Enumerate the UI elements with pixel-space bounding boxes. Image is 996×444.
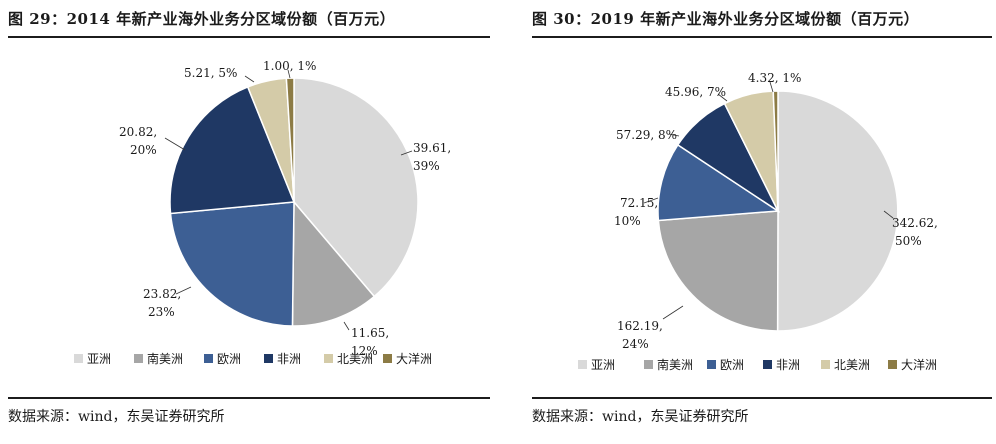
legend-label: 非洲 bbox=[776, 358, 800, 372]
legend-label: 大洋洲 bbox=[901, 357, 937, 372]
legend-swatch bbox=[763, 360, 772, 369]
data-label-percent: 39% bbox=[413, 159, 440, 173]
data-label: 4.32, 1% bbox=[748, 71, 801, 85]
legend-label: 北美洲 bbox=[834, 358, 870, 372]
source-rule bbox=[8, 397, 490, 399]
pie-slice-1 bbox=[776, 90, 899, 332]
chart-title: 图 30：2019 年新产业海外业务分区域份额（百万元） bbox=[532, 10, 920, 28]
leader-line bbox=[883, 210, 894, 219]
leader-line bbox=[769, 81, 774, 93]
source-note: 数据来源：wind，东吴证券研究所 bbox=[532, 409, 749, 425]
legend-swatch bbox=[578, 360, 587, 369]
leader-line bbox=[400, 150, 413, 156]
legend-swatch bbox=[821, 360, 830, 369]
leader-line bbox=[343, 321, 350, 331]
pie-chart-2014: 39.61, 39% 11.65, 12% 23.82, 23% 20.82, 20% 5.21… bbox=[74, 59, 451, 366]
data-label: 5.21, 5% bbox=[184, 66, 237, 80]
chart-panel-2014: 图 29：2014 年新产业海外业务分区域份额（百万元） 39.61, 39% 11… bbox=[8, 0, 490, 444]
data-label-percent: 23% bbox=[148, 305, 175, 319]
title-rule bbox=[8, 36, 490, 38]
pie-slice-6 bbox=[772, 90, 779, 212]
legend-label: 欧洲 bbox=[217, 352, 241, 366]
pie-slice-4 bbox=[169, 85, 296, 215]
leader-line bbox=[175, 286, 192, 295]
legend-swatch bbox=[888, 360, 897, 369]
legend-label: 南美洲 bbox=[657, 357, 693, 372]
legend-label: 大洋洲 bbox=[396, 351, 432, 366]
data-label: 162.19, bbox=[617, 319, 663, 333]
source-note: 数据来源：wind，东吴证券研究所 bbox=[8, 409, 225, 425]
data-label: 45.96, 7% bbox=[665, 85, 726, 99]
pie-slice-3 bbox=[657, 143, 781, 222]
pie-slice-6 bbox=[285, 77, 295, 203]
legend-swatch bbox=[644, 360, 653, 369]
leader-line bbox=[668, 133, 680, 137]
data-label: 342.62, bbox=[892, 216, 938, 230]
legend-swatch bbox=[134, 354, 143, 363]
legend-swatch bbox=[383, 354, 392, 363]
pie-chart-2019: 342.62, 50% 162.19, 24% 72.15, 10% 57.29, 8% 45… bbox=[578, 71, 938, 372]
legend-label: 亚洲 bbox=[591, 358, 615, 372]
data-label-percent: 10% bbox=[614, 214, 641, 228]
data-label-percent: 24% bbox=[622, 337, 649, 351]
data-label: 39.61, bbox=[413, 141, 451, 155]
title-rule bbox=[532, 36, 992, 38]
data-label: 57.29, 8% bbox=[616, 128, 677, 142]
pie-slice-2 bbox=[657, 210, 779, 332]
legend-label: 亚洲 bbox=[87, 352, 111, 366]
leader-line bbox=[662, 305, 684, 320]
data-label: 1.00, 1% bbox=[263, 59, 316, 73]
data-label: 11.65, bbox=[351, 326, 389, 340]
legend-swatch bbox=[204, 354, 213, 363]
legend-label: 欧洲 bbox=[720, 358, 744, 372]
data-label: 72.15, bbox=[620, 196, 658, 210]
chart-panel-2019: 图 30：2019 年新产业海外业务分区域份额（百万元） 342.62, 50% 1… bbox=[532, 0, 992, 444]
data-label-percent: 20% bbox=[130, 143, 157, 157]
legend-label: 非洲 bbox=[277, 352, 301, 366]
leader-line bbox=[164, 137, 186, 151]
data-label: 23.82, bbox=[143, 287, 181, 301]
data-label: 20.82, bbox=[119, 125, 157, 139]
leader-line bbox=[643, 197, 659, 204]
legend-swatch bbox=[707, 360, 716, 369]
legend-swatch bbox=[264, 354, 273, 363]
legend-label: 北美洲 bbox=[337, 352, 373, 366]
legend-label: 南美洲 bbox=[147, 351, 183, 366]
leader-line bbox=[717, 93, 728, 102]
legend-swatch bbox=[324, 354, 333, 363]
chart-title: 图 29：2014 年新产业海外业务分区域份额（百万元） bbox=[8, 10, 396, 28]
leader-line bbox=[244, 75, 255, 83]
legend-swatch bbox=[74, 354, 83, 363]
pie-slice-3 bbox=[169, 201, 295, 327]
data-label-percent: 12% bbox=[351, 344, 378, 358]
data-label-percent: 50% bbox=[895, 234, 922, 248]
source-rule bbox=[532, 397, 992, 399]
pie-slice-2 bbox=[291, 199, 376, 327]
pie-slice-1 bbox=[293, 77, 419, 298]
leader-line bbox=[287, 69, 291, 79]
